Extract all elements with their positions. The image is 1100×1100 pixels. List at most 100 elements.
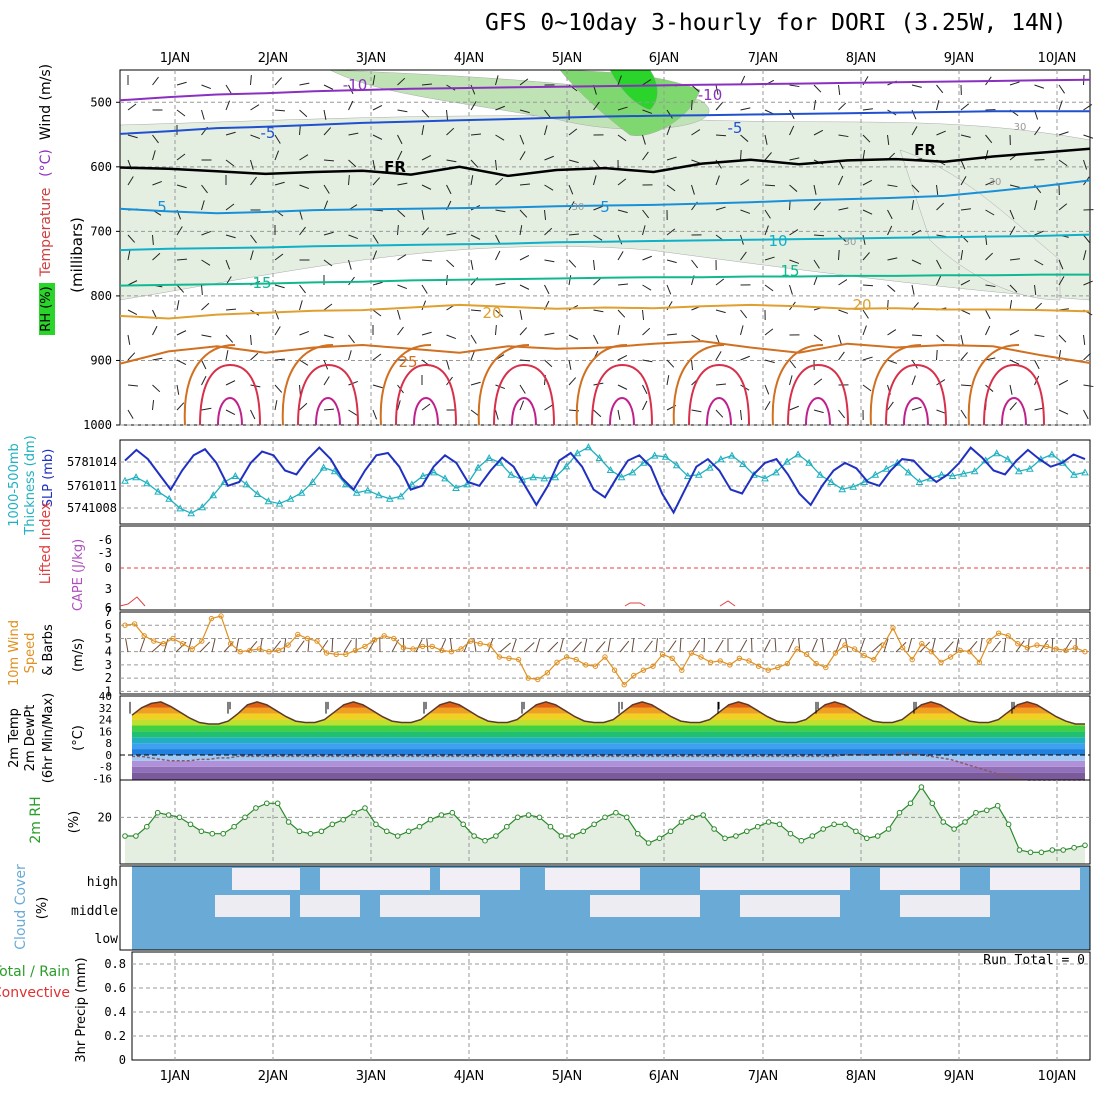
wind-barb [176, 300, 180, 311]
wind10-speed-point [160, 641, 167, 647]
wind-barb [176, 81, 187, 86]
bottom-day-label: 9JAN [944, 1069, 975, 1084]
rh2m-point [885, 826, 892, 832]
thickness-point [540, 474, 549, 482]
wind10-speed-point [823, 664, 829, 671]
wind-barb [593, 205, 603, 211]
wind-barb [397, 224, 399, 236]
wind-barb [568, 334, 579, 340]
wind10-barb [811, 638, 818, 653]
slp-ytick-label: 1014 [88, 455, 117, 469]
wind-barb [911, 284, 915, 295]
wind-barb [568, 128, 578, 136]
upper-wind-barbs [127, 74, 1094, 421]
thickness-point [441, 474, 449, 482]
rh2m-point [296, 828, 303, 835]
wind-barb [495, 75, 499, 86]
cloud-level-label: low [95, 932, 119, 947]
wind-barb [691, 334, 701, 341]
wind10-speed-point [784, 660, 791, 667]
wind-barb [421, 227, 430, 236]
wind-barb [960, 384, 972, 387]
precip-ytick-label: 0.8 [104, 957, 126, 971]
wind-barb [936, 379, 946, 386]
bottom-day-label: 7JAN [748, 1069, 779, 1084]
wind-barb [911, 184, 920, 193]
wind-barb [715, 134, 727, 137]
temp-color-band [132, 701, 1085, 708]
wind10-speed-point [592, 663, 599, 669]
rh2m-point [842, 821, 848, 828]
wind10-barb [991, 640, 1002, 653]
wind10-speed-point [957, 647, 963, 654]
thickness-axis-label-2: Thickness (dm) [23, 435, 38, 535]
rh2m-point [264, 800, 270, 807]
wind-barb [176, 258, 188, 261]
wind-barb [1034, 200, 1038, 211]
lifted-ytick-label: 0 [105, 561, 112, 575]
thickness-point [661, 452, 670, 460]
wind-barb [911, 229, 922, 236]
thickness-point [198, 503, 207, 511]
wind-barb [887, 134, 890, 145]
wind-barb [152, 325, 158, 336]
contour-label: FR [384, 158, 406, 176]
wind-barb [813, 234, 825, 237]
wind-barb [593, 159, 601, 169]
wind-axis-label: Wind (m/s) [38, 64, 54, 140]
thickness-point [717, 455, 725, 463]
thickness-point [761, 474, 769, 482]
rh2m-point [351, 809, 357, 816]
wind-barb [740, 209, 751, 214]
wind10-speed-point [496, 654, 503, 660]
warm-cell-outline [395, 363, 457, 426]
wind-barb [470, 334, 477, 344]
isotherm-FR [119, 147, 1091, 178]
wind10-ytick-label: 3 [105, 658, 112, 672]
rh2m-point [373, 821, 379, 828]
rh2m-point [209, 830, 216, 837]
rh2m-point [1049, 847, 1056, 853]
wind-barb [176, 330, 187, 336]
wind-barb [715, 175, 720, 186]
wind10-speed-point [323, 650, 330, 656]
wind-barb [127, 234, 136, 243]
wind10-speed-point [794, 646, 800, 652]
wind-barb [348, 259, 352, 270]
warm-cell-outline [591, 363, 653, 426]
temp-ytick-label: -8 [99, 761, 112, 774]
thickness-point [430, 468, 438, 476]
wind-barb [911, 406, 922, 411]
wind-barb [666, 109, 673, 119]
wind10-speed-point [813, 660, 819, 667]
wind-barb [887, 184, 898, 188]
wind-barb [397, 254, 407, 261]
wind10-barb [859, 638, 866, 653]
wind-barb [152, 357, 163, 361]
thickness-point [772, 468, 780, 476]
wind10-barb [821, 638, 825, 653]
run-total-label: Run Total = 0 [983, 953, 1085, 968]
temperature-axis-label: Temperature [38, 188, 54, 278]
lifted-spike [624, 602, 646, 607]
cloud-gap-middle [590, 895, 700, 917]
wind-barb [201, 284, 203, 296]
wind-barb [1083, 159, 1088, 170]
wind-barb [666, 228, 676, 236]
wind-barb [789, 84, 800, 88]
wind-barb [740, 107, 751, 111]
precip-ytick-label: 0.4 [104, 1005, 126, 1019]
wind10-speed-point [410, 646, 416, 652]
thickness-point [408, 480, 416, 488]
wind-barb [274, 400, 278, 411]
slp-axis-label: SLP (mb) [41, 449, 56, 508]
wind10-barbs-label: & Barbs [41, 624, 56, 676]
surface-cells [183, 344, 1045, 426]
wind-barb [1058, 203, 1068, 211]
wind-barb [838, 134, 849, 138]
wind-barb [470, 101, 477, 111]
wind10-barb [343, 639, 352, 653]
rh2m-point [471, 833, 477, 839]
upper-ytick-label: 900 [90, 353, 112, 367]
wind-barb [642, 255, 652, 261]
